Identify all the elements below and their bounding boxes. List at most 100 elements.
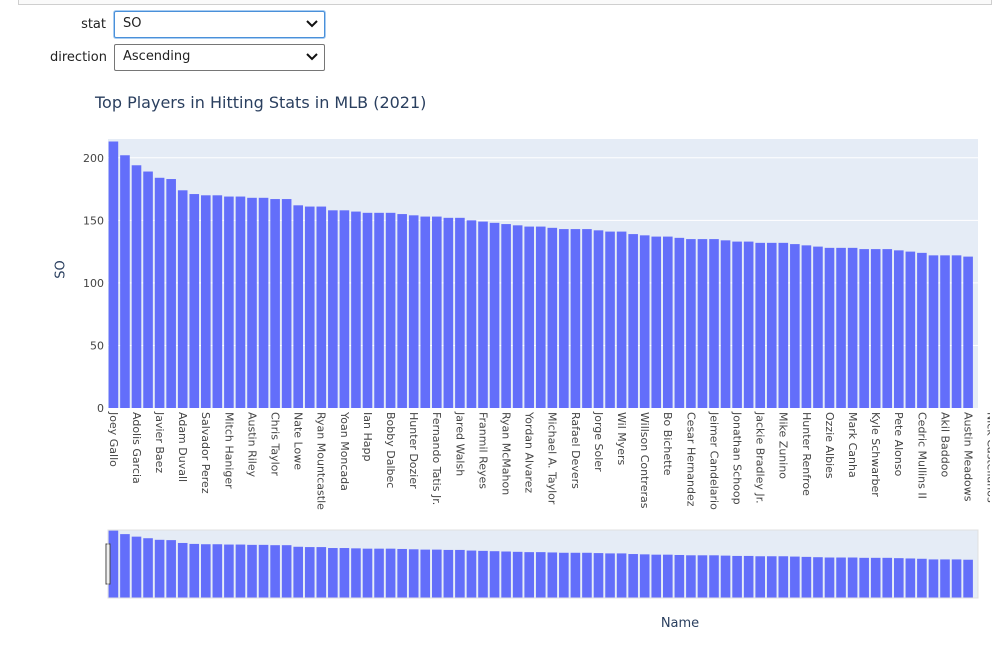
- bar[interactable]: [963, 256, 973, 408]
- bar[interactable]: [166, 179, 176, 408]
- bar[interactable]: [385, 212, 396, 408]
- bar[interactable]: [420, 216, 431, 408]
- bar[interactable]: [616, 231, 627, 408]
- bar[interactable]: [790, 244, 800, 408]
- range-slider-bar: [882, 557, 893, 598]
- bar[interactable]: [258, 197, 269, 408]
- top-border-strip: [18, 0, 992, 5]
- bar[interactable]: [917, 252, 927, 408]
- bar[interactable]: [743, 241, 754, 408]
- bar[interactable]: [639, 235, 650, 408]
- bar[interactable]: [224, 196, 234, 408]
- bar[interactable]: [177, 190, 188, 408]
- bar[interactable]: [154, 177, 165, 408]
- y-tick-label: 100: [83, 277, 104, 290]
- bar[interactable]: [894, 250, 904, 408]
- bar[interactable]: [478, 221, 488, 408]
- bar[interactable]: [593, 230, 604, 408]
- bar[interactable]: [824, 247, 835, 408]
- bar[interactable]: [836, 247, 846, 408]
- bar[interactable]: [270, 199, 280, 408]
- direction-dropdown[interactable]: Ascending: [114, 44, 325, 71]
- bar[interactable]: [766, 242, 777, 408]
- x-tick-label: Akil Baddoo: [938, 412, 951, 477]
- bar[interactable]: [201, 195, 211, 408]
- bar[interactable]: [489, 222, 500, 408]
- bar[interactable]: [859, 249, 869, 408]
- bar[interactable]: [559, 229, 569, 408]
- x-tick-label: Rafael Devers: [569, 412, 582, 489]
- bar[interactable]: [281, 199, 292, 408]
- bar[interactable]: [847, 247, 858, 408]
- x-tick-label: Bo Bichette: [661, 412, 674, 476]
- bar[interactable]: [212, 195, 223, 408]
- bar[interactable]: [432, 216, 442, 408]
- bar[interactable]: [443, 217, 454, 408]
- bar[interactable]: [501, 224, 511, 408]
- range-slider-bar: [778, 556, 789, 598]
- range-slider-bar: [870, 557, 881, 598]
- bar[interactable]: [720, 240, 731, 408]
- bar[interactable]: [697, 239, 708, 408]
- bar[interactable]: [408, 215, 419, 408]
- bar[interactable]: [351, 211, 361, 408]
- bar[interactable]: [905, 251, 916, 408]
- bar[interactable]: [605, 231, 615, 408]
- bar[interactable]: [870, 249, 881, 408]
- x-tick-label: Yordan Alvarez: [523, 411, 536, 493]
- bar[interactable]: [512, 225, 523, 408]
- bar[interactable]: [374, 212, 384, 408]
- bar[interactable]: [362, 212, 373, 408]
- stat-dropdown[interactable]: SO: [114, 11, 325, 38]
- bar[interactable]: [316, 206, 327, 408]
- bar[interactable]: [143, 171, 153, 408]
- bar[interactable]: [801, 245, 812, 408]
- bar[interactable]: [651, 236, 662, 408]
- bar[interactable]: [397, 214, 407, 408]
- x-tick-label: Joey Gallo: [107, 411, 120, 467]
- bar[interactable]: [108, 141, 119, 408]
- bar[interactable]: [247, 197, 257, 408]
- bar[interactable]: [928, 255, 939, 408]
- bar[interactable]: [709, 239, 719, 408]
- bar[interactable]: [778, 242, 789, 408]
- range-slider-bar: [917, 558, 927, 598]
- bar[interactable]: [339, 210, 350, 408]
- bar[interactable]: [582, 229, 592, 408]
- bar[interactable]: [455, 217, 465, 408]
- bar[interactable]: [951, 255, 962, 408]
- bar[interactable]: [304, 206, 315, 408]
- x-tick-label: Jonathan Schoop: [730, 411, 743, 505]
- bar[interactable]: [940, 255, 950, 408]
- bar[interactable]: [235, 196, 246, 408]
- x-tick-label: Kyle Schwarber: [869, 412, 882, 497]
- y-tick-label: 200: [83, 152, 104, 165]
- bar[interactable]: [131, 165, 142, 408]
- bar[interactable]: [293, 205, 303, 408]
- bar[interactable]: [466, 220, 477, 408]
- bar[interactable]: [189, 194, 200, 408]
- range-slider-bar: [212, 544, 223, 598]
- bar[interactable]: [813, 246, 823, 408]
- bar[interactable]: [535, 226, 546, 408]
- bar[interactable]: [120, 155, 130, 408]
- range-slider-bar: [836, 557, 846, 598]
- bar[interactable]: [570, 229, 581, 408]
- y-tick-label: 50: [90, 339, 104, 352]
- bar[interactable]: [628, 234, 638, 408]
- bar[interactable]: [755, 242, 765, 408]
- x-tick-label: Salvador Perez: [199, 412, 212, 494]
- range-slider-bar: [432, 549, 442, 598]
- x-tick-label: Chris Taylor: [268, 412, 281, 476]
- bar[interactable]: [524, 226, 534, 408]
- bar[interactable]: [663, 236, 673, 408]
- bar[interactable]: [686, 239, 696, 408]
- bar[interactable]: [882, 249, 893, 408]
- range-slider-frame: [107, 529, 979, 599]
- bar[interactable]: [547, 227, 558, 408]
- x-tick-label: Hunter Dozier: [407, 412, 420, 489]
- bar[interactable]: [328, 210, 338, 408]
- bar[interactable]: [732, 241, 742, 408]
- bar[interactable]: [674, 237, 685, 408]
